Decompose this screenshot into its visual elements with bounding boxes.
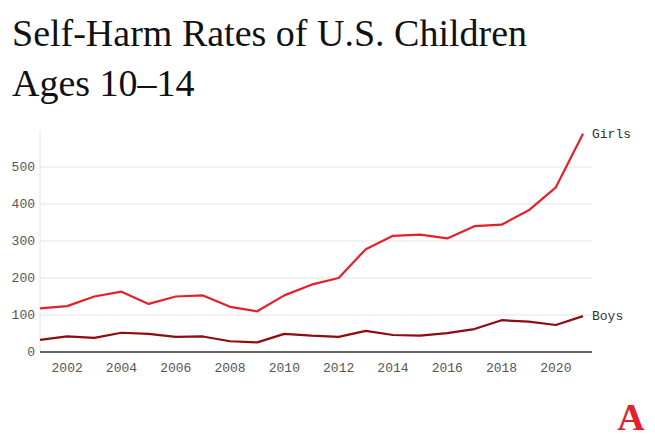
x-tick-label: 2002 — [52, 361, 83, 376]
y-tick-label: 0 — [27, 345, 35, 360]
y-tick-label: 200 — [12, 271, 35, 286]
x-tick-label: 2004 — [106, 361, 137, 376]
plot-area — [40, 134, 583, 343]
grid-line — [40, 204, 592, 205]
grid-line — [40, 315, 592, 316]
grid-line — [40, 241, 592, 242]
series-line — [40, 134, 583, 312]
series-line — [40, 316, 583, 342]
x-tick-label: 2010 — [269, 361, 300, 376]
x-tick-label: 2016 — [432, 361, 463, 376]
y-tick-label: 400 — [12, 197, 35, 212]
logo: A — [617, 396, 645, 438]
x-tick-label: 2014 — [377, 361, 408, 376]
grid-line — [40, 167, 592, 168]
series-label: Boys — [592, 309, 623, 324]
x-tick-label: 2006 — [160, 361, 191, 376]
x-tick-label: 2018 — [486, 361, 517, 376]
chart: 0 100 200 300 400 500 2002 2004 2006 2008 2010 2012… — [0, 0, 655, 444]
y-tick-label: 100 — [12, 308, 35, 323]
x-tick-label: 2012 — [323, 361, 354, 376]
grid-line — [40, 278, 592, 279]
x-tick-label: 2008 — [214, 361, 245, 376]
x-axis-line — [40, 351, 592, 353]
series-label: Girls — [592, 127, 631, 142]
title: Self-Harm Rates of U.S. Children Ages 10… — [12, 8, 597, 108]
y-tick-label: 500 — [12, 160, 35, 175]
y-tick-label: 300 — [12, 234, 35, 249]
x-tick-label: 2020 — [540, 361, 571, 376]
